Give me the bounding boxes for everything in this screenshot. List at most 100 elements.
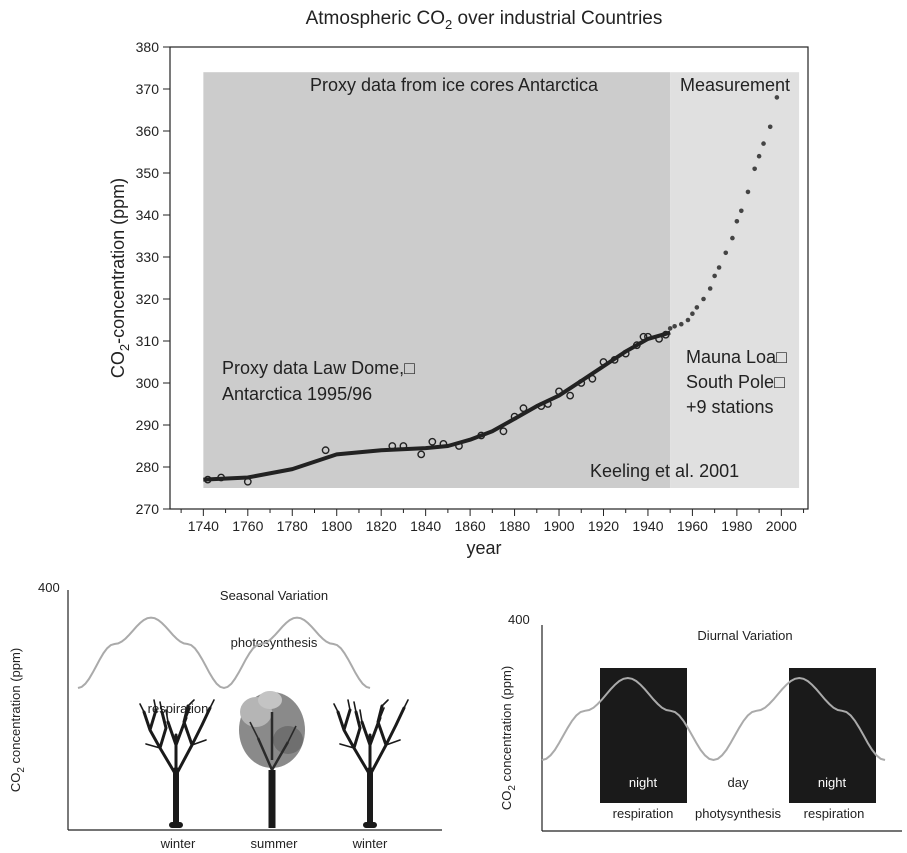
measurement-point [707,286,713,291]
x-tick-label: 1820 [366,518,397,534]
proxy-point [417,450,426,459]
measurement-point [690,311,695,317]
bare-tree-icon [139,699,215,828]
x-tick-label: 1840 [410,518,441,534]
region-ice-core [203,72,671,488]
y-axis-label: CO2-concentration (ppm) [108,178,132,378]
proxy-point [621,349,630,358]
proxy-point [439,439,448,448]
proxy-point [661,330,670,339]
proxy-fit-line [203,330,671,482]
proxy-point [655,334,663,343]
x-tick-label: 1740 [188,518,219,534]
measurement-point [701,296,706,302]
diurnal-variation-panel: 400 CO2 concentration (ppm) Diurnal Vari… [499,612,902,832]
x-tick-label: 1980 [721,518,752,534]
bare-tree-icon [333,699,409,828]
night-label-1: night [629,775,658,790]
annotation-mauna-line1: Mauna Loa□ [686,347,787,367]
seasonal-category-label: winter [352,836,388,851]
annotation-measurement: Measurement [680,75,790,95]
proxy-point [477,431,486,440]
measurement-point [734,219,740,224]
annotation-mauna-line3: +9 stations [686,397,774,417]
proxy-point [610,355,619,364]
annotation-mauna-line2: South Pole□ [686,372,785,392]
measurement-point [672,324,677,329]
x-axis-ticks: 1740 1760 1780 1800 1820 1840 1860 1880 1900 1920… [180,509,805,534]
measurement-point [761,141,766,146]
main-co2-chart: Atmospheric CO2 over industrial Countrie… [108,8,809,558]
y-tick-label: 330 [136,249,160,265]
measurement-point [730,235,735,241]
y-tick-label: 280 [136,459,160,475]
seasonal-y-axis-label: CO2 concentration (ppm) [8,648,27,792]
proxy-point [555,387,563,396]
y-tick-label: 350 [136,165,160,181]
seasonal-curve [77,616,371,690]
seasonal-title: Seasonal Variation [220,588,328,603]
x-tick-label: 1860 [455,518,486,534]
proxy-point [388,442,397,450]
proxy-point [428,437,437,446]
night-label-2: night [818,775,847,790]
x-tick-label: 1880 [499,518,530,534]
region-measurement [670,72,800,488]
x-tick-label: 1900 [543,518,574,534]
proxy-point [537,402,546,410]
shaded-regions [203,72,800,488]
measurement-point [667,326,673,331]
seasonal-variation-panel: 400 CO2 concentration (ppm) Seasonal Var… [8,580,442,851]
x-tick-label: 1920 [588,518,619,534]
y-tick-label: 270 [136,501,160,517]
proxy-point [217,473,226,482]
measurement-point [767,124,773,130]
y-tick-label: 320 [136,291,160,307]
proxy-point [544,400,552,408]
bottom-label-respiration-2: respiration [804,806,865,821]
x-tick-label: 2000 [766,518,797,534]
diurnal-curve [541,676,886,762]
proxy-point [632,341,641,350]
annotation-proxy-ice: Proxy data from ice cores Antarctica [310,75,599,95]
diurnal-ymax-label: 400 [508,612,530,627]
photosynthesis-label: photosynthesis [231,635,318,650]
proxy-point [519,404,528,413]
proxy-point [499,427,508,436]
leafy-tree-icon [239,691,305,828]
y-axis-ticks: 270 280 290 300 310 320 330 340 350 360 370 380 [136,39,170,517]
annotation-keeling: Keeling et al. 2001 [590,461,739,481]
proxy-point [455,442,463,450]
measurement-point [716,265,722,270]
x-tick-label: 1760 [232,518,263,534]
measurement-point [739,208,744,214]
respiration-label: respiration [148,701,209,716]
proxy-fit-path [203,330,671,482]
seasonal-ymax-label: 400 [38,580,60,595]
diurnal-title: Diurnal Variation [697,628,792,643]
night-block-1 [600,668,687,803]
proxy-point [321,446,330,455]
measurement-points [667,95,780,331]
proxy-point [599,358,608,366]
x-tick-label: 1940 [632,518,663,534]
proxy-point [644,332,652,341]
proxy-data-points [203,330,670,486]
measurement-point [756,153,762,159]
proxy-point [510,412,519,421]
measurement-point [723,250,729,256]
y-tick-label: 310 [136,333,160,349]
proxy-point [566,391,575,400]
plot-frame [169,46,809,510]
x-axis-label: year [466,538,501,558]
annotation-law-dome-line2: Antarctica 1995/96 [222,384,372,404]
x-tick-label: 1960 [677,518,708,534]
proxy-point [399,442,408,450]
bottom-label-photosynthesis: photysynthesis [695,806,781,821]
y-tick-label: 370 [136,81,160,97]
measurement-point [685,317,691,323]
measurement-point [745,189,751,195]
chart-title: Atmospheric CO2 over industrial Countrie… [306,8,663,32]
measurement-point [694,305,700,310]
